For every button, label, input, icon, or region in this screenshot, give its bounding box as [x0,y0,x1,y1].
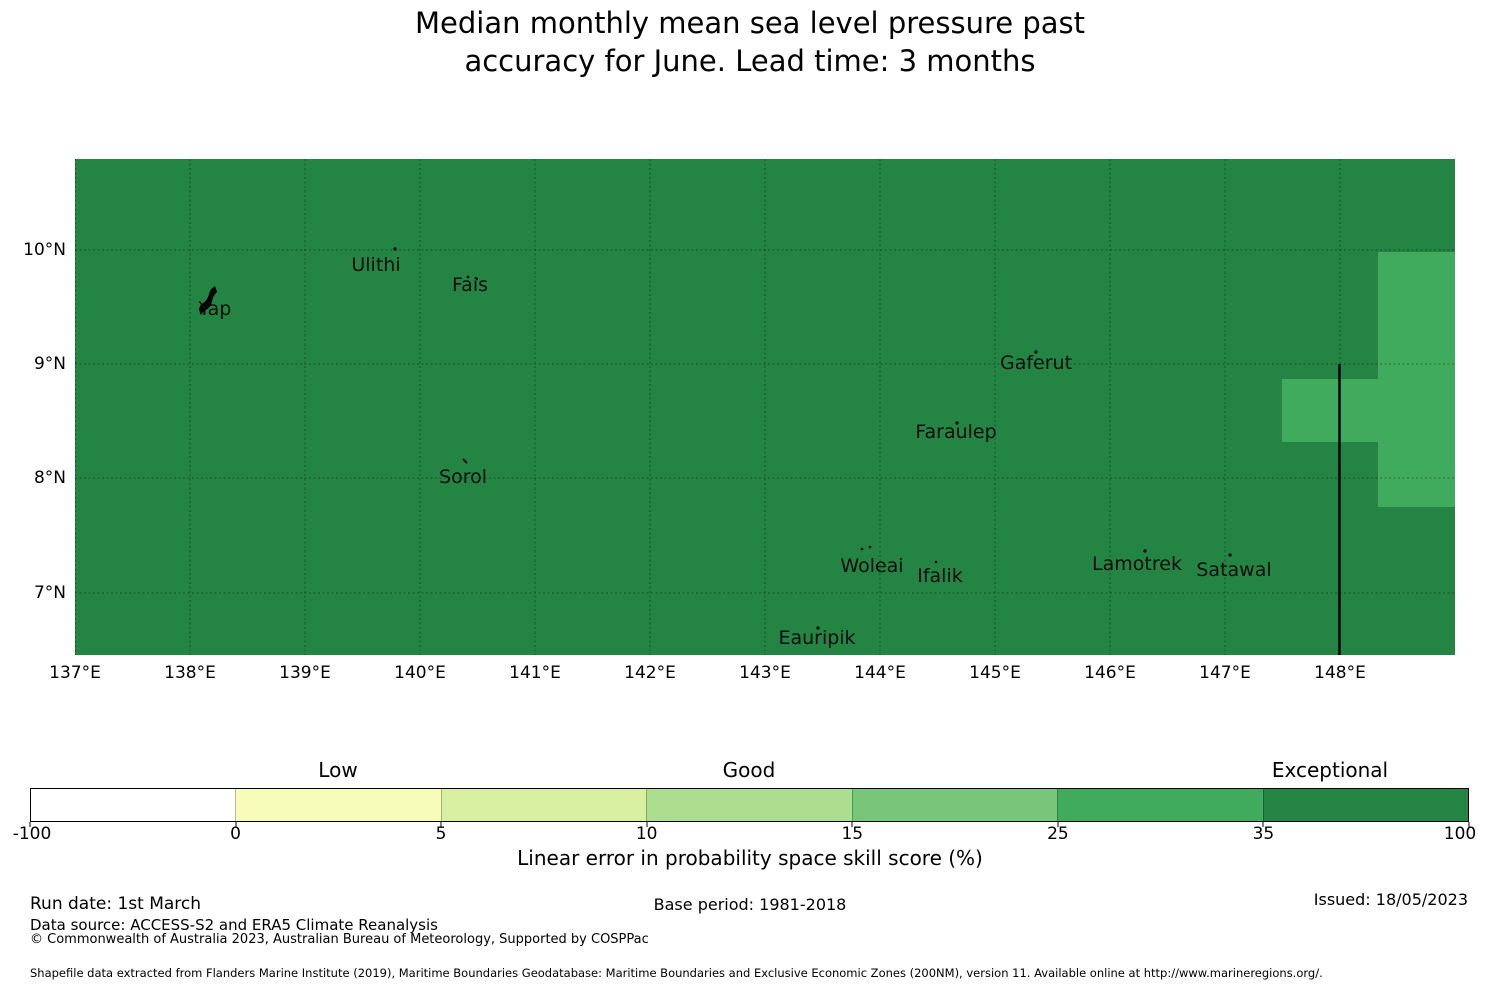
colorbar-ticklabel-35: 35 [1252,824,1275,844]
island-marker-gaferut [1034,350,1038,354]
colorbar [30,788,1469,822]
island-label-faraulep: Faraulep [915,421,997,443]
island-markers [393,247,1232,630]
chart-title: Median monthly mean sea level pressure p… [0,4,1500,80]
y-tick-10n: 10°N [23,240,66,260]
island-marker-woleai-1 [860,547,864,551]
colorbar-ticklabel-10: 10 [635,824,658,844]
colorbar-category-exceptional: Exceptional [1271,758,1389,782]
colorbar-tick [1468,822,1470,827]
chart-title-line1: Median monthly mean sea level pressure p… [415,6,1085,40]
island-label-yap: Yap [198,298,232,320]
colorbar-axis-label: Linear error in probability space skill … [517,846,983,870]
map-canvas [75,159,1455,655]
colorbar-tick [29,822,31,827]
island-marker-ulithi [393,247,397,251]
colorbar-ticklabel-0: 0 [230,824,242,844]
x-tick-146e: 146°E [1084,663,1136,683]
island-marker-fais-1 [466,275,470,279]
island-label-satawal: Satawal [1196,559,1272,581]
colorbar-tick [851,822,853,827]
colorbar-ticklabel-5: 5 [435,824,447,844]
data-source-text: Data source: ACCESS-S2 and ERA5 Climate … [30,916,438,934]
island-label-ulithi: Ulithi [351,254,401,276]
island-label-ifalik: Ifalik [917,565,963,587]
x-tick-148e: 148°E [1314,663,1366,683]
island-marker-satawal [1228,553,1232,557]
colorbar-segment-1 [31,789,236,821]
colorbar-segment-3 [440,789,647,821]
skill-region-good-west [1282,379,1378,442]
skill-region-good-east [1378,252,1455,507]
colorbar-tick [1057,822,1059,827]
x-tick-143e: 143°E [739,663,791,683]
y-tick-9n: 9°N [33,354,66,374]
island-label-eauripik: Eauripik [778,627,856,649]
x-tick-142e: 142°E [624,663,676,683]
chart-title-line2: accuracy for June. Lead time: 3 months [464,44,1036,78]
island-marker-lamotrek [1143,549,1147,553]
x-tick-141e: 141°E [509,663,561,683]
colorbar-category-good: Good [722,758,776,782]
x-tick-138e: 138°E [164,663,216,683]
island-marker-sorol [462,458,468,464]
island-marker-faraulep [955,421,959,425]
graticule [75,159,1455,655]
base-period-text: Base period: 1981-2018 [653,895,847,914]
x-tick-137e: 137°E [49,663,101,683]
colorbar-ticklabel-25: 25 [1047,824,1069,844]
island-label-sorol: Sorol [439,466,487,488]
colorbar-ticklabel-15: 15 [841,824,864,844]
y-tick-7n: 7°N [33,583,66,603]
skill-region-exceptional [75,159,1455,655]
island-label-gaferut: Gaferut [999,352,1073,374]
copyright-text: © Commonwealth of Australia 2023, Austra… [30,932,649,947]
colorbar-tick [1262,822,1264,827]
x-tick-147e: 147°E [1199,663,1251,683]
island-label-fais: Fais [451,274,489,296]
x-tick-140e: 140°E [394,663,446,683]
island-marker-eauripik [816,626,820,630]
island-marker-fais-2 [475,277,479,281]
colorbar-tick [440,822,442,827]
colorbar-ticklabel-100: 100 [1443,824,1477,844]
island-shape-yap [199,286,217,315]
shapefile-note-text: Shapefile data extracted from Flanders M… [30,966,1323,980]
colorbar-segment-7 [1262,789,1468,821]
x-tick-139e: 139°E [279,663,331,683]
island-marker-ifalik [934,560,938,564]
y-tick-8n: 8°N [33,468,66,488]
island-label-woleai: Woleai [840,555,904,577]
map-area: Ulithi Fais Yap Gaferut Faraulep Sorol W… [75,159,1455,655]
x-tick-144e: 144°E [854,663,906,683]
colorbar-category-low: Low [318,758,358,782]
colorbar-tick [646,822,648,827]
island-label-lamotrek: Lamotrek [1092,553,1182,575]
colorbar-ticklabel-neg100: -100 [12,824,52,844]
colorbar-segment-4 [646,789,852,821]
colorbar-segment-5 [851,789,1058,821]
run-date-text: Run date: 1st March [30,894,202,914]
colorbar-segment-6 [1057,789,1263,821]
issued-text: Issued: 18/05/2023 [1313,890,1468,909]
x-tick-145e: 145°E [969,663,1021,683]
island-marker-woleai-2 [868,545,872,549]
colorbar-segment-2 [235,789,441,821]
colorbar-tick [235,822,237,827]
